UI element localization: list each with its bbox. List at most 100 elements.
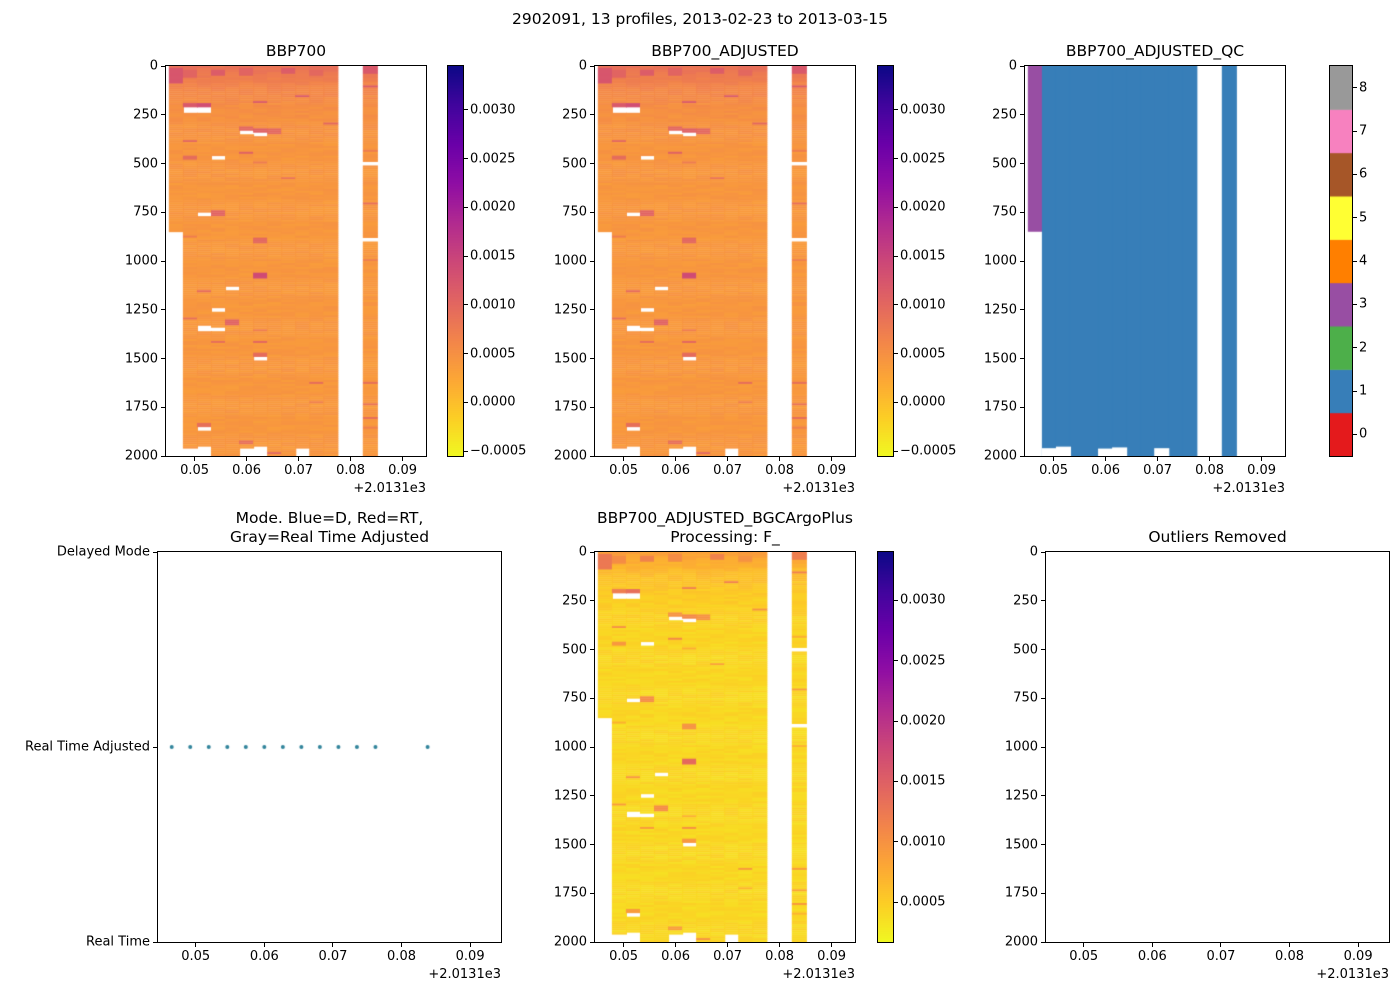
colorbar-tick-mark xyxy=(464,353,468,355)
y-tick-mark xyxy=(1020,455,1024,457)
bbp700-adjusted-plot-canvas xyxy=(595,66,855,456)
y-tick-mark xyxy=(161,358,165,359)
x-tick-mark xyxy=(469,943,471,947)
x-offset-label: +2.0131e3 xyxy=(782,967,855,982)
subplot-bbp700-adjusted-bgcargoplus: BBP700_ADJUSTED_BGCArgoPlus Processing: F… xyxy=(554,509,856,982)
y-tick-mark xyxy=(161,406,165,408)
colorbar-tick-label: 0.0010 xyxy=(900,297,946,313)
x-tick-mark xyxy=(623,943,625,947)
x-tick-label: 0.09 xyxy=(817,463,847,478)
x-tick-label: 0.05 xyxy=(1069,949,1099,964)
y-tick-label: 1250 xyxy=(1004,788,1038,804)
colorbar-tick-label: 0.0020 xyxy=(470,199,516,215)
y-tick-mark xyxy=(1020,65,1024,67)
y-tick-mark xyxy=(153,551,157,553)
x-tick-mark xyxy=(1220,943,1222,947)
y-tick-label: 500 xyxy=(562,156,587,171)
x-tick-mark xyxy=(727,943,729,947)
x-tick-mark xyxy=(779,457,781,461)
y-tick-mark xyxy=(1041,649,1045,650)
y-tick-label: 1750 xyxy=(124,399,158,415)
y-tick-label: 2000 xyxy=(124,448,158,464)
y-tick-mark xyxy=(1041,600,1045,602)
x-tick-mark xyxy=(246,457,248,461)
y-tick-mark xyxy=(590,941,594,943)
colorbar-tick-mark xyxy=(894,158,898,160)
x-tick-mark xyxy=(350,457,352,461)
y-tick-mark xyxy=(161,309,165,311)
bbp700-adjusted-bgcargoplus-plot-canvas xyxy=(595,552,855,942)
x-tick-mark xyxy=(1261,457,1263,461)
y-tick-mark xyxy=(161,163,165,164)
colorbar-tick-label: 0.0015 xyxy=(470,248,516,264)
x-tick-mark xyxy=(727,457,729,461)
x-offset-label: +2.0131e3 xyxy=(1316,967,1389,982)
y-tick-mark xyxy=(1041,551,1045,553)
y-tick-label: 1000 xyxy=(124,253,158,269)
y-tick-mark xyxy=(1020,114,1024,116)
x-tick-label: 0.07 xyxy=(284,463,314,478)
colorbar-tick-label: 4 xyxy=(1359,253,1368,269)
y-tick-label: 1500 xyxy=(553,351,587,366)
y-category-label: Real Time xyxy=(86,934,150,950)
colorbar-tick-mark xyxy=(1353,303,1357,305)
colorbar-tick-mark xyxy=(1353,433,1357,435)
colorbar-tick-label: 0.0025 xyxy=(900,653,946,669)
colorbar-tick-mark xyxy=(894,599,898,601)
x-tick-label: 0.05 xyxy=(609,949,639,964)
y-tick-label: 250 xyxy=(992,107,1017,123)
bbp700-adjusted-colorbar: 0.0030 0.0025 0.0020 0.0015 0.0010 0.0005 0.00… xyxy=(877,65,956,459)
y-tick-mark xyxy=(161,211,165,213)
y-tick-label: 0 xyxy=(149,58,158,74)
x-tick-label: 0.08 xyxy=(765,949,795,964)
y-tick-mark xyxy=(590,309,594,311)
colorbar-tick-mark xyxy=(1353,217,1357,219)
y-tick-label: 1750 xyxy=(553,399,587,415)
y-tick-label: 250 xyxy=(1013,593,1038,609)
y-tick-label: 500 xyxy=(562,642,587,657)
y-tick-label: 1500 xyxy=(1004,837,1038,852)
colorbar-tick-mark xyxy=(1353,130,1357,132)
x-tick-mark xyxy=(675,457,677,461)
x-tick-label: 0.06 xyxy=(661,949,691,964)
y-tick-label: 1000 xyxy=(983,253,1017,269)
x-tick-label: 0.09 xyxy=(388,463,418,478)
y-tick-label: 250 xyxy=(133,107,158,123)
y-tick-mark xyxy=(1041,892,1045,894)
y-tick-label: 2000 xyxy=(1004,934,1038,950)
x-tick-mark xyxy=(1157,457,1159,461)
x-tick-label: 0.05 xyxy=(181,949,211,964)
y-tick-mark xyxy=(590,65,594,67)
colorbar-tick-mark xyxy=(894,901,898,903)
y-tick-label: 500 xyxy=(992,156,1017,171)
y-tick-mark xyxy=(1020,309,1024,311)
y-tick-label: 750 xyxy=(992,204,1017,220)
x-tick-label: 0.05 xyxy=(609,463,639,478)
y-tick-label: 0 xyxy=(1029,544,1038,560)
y-tick-label: 1500 xyxy=(553,837,587,852)
y-tick-label: 1750 xyxy=(983,399,1017,415)
x-tick-mark xyxy=(831,943,833,947)
x-offset-label: +2.0131e3 xyxy=(428,967,501,982)
y-tick-label: 1500 xyxy=(983,351,1017,366)
y-tick-mark xyxy=(153,746,157,748)
x-tick-mark xyxy=(1289,943,1291,947)
y-category-label: Delayed Mode xyxy=(56,544,150,560)
bbp700-adjusted-colorbar-canvas xyxy=(878,66,893,456)
colorbar-tick-label: 1 xyxy=(1359,383,1368,399)
colorbar-tick-mark xyxy=(894,255,898,257)
colorbar-tick-label: −0.0005 xyxy=(900,443,957,459)
x-tick-mark xyxy=(831,457,833,461)
y-tick-mark xyxy=(1020,406,1024,408)
y-tick-mark xyxy=(1041,697,1045,699)
y-tick-mark xyxy=(1020,163,1024,164)
y-tick-label: 0 xyxy=(578,544,587,560)
x-tick-label: 0.09 xyxy=(1247,463,1277,478)
y-tick-label: 1250 xyxy=(124,302,158,318)
y-category-label: Real Time Adjusted xyxy=(25,739,150,755)
y-tick-label: 2000 xyxy=(983,448,1017,464)
y-tick-label: 2000 xyxy=(553,448,587,464)
colorbar-tick-label: 7 xyxy=(1359,123,1368,139)
bbp700-adjusted-qc-colorbar: 8 7 6 5 4 3 2 1 0 xyxy=(1329,65,1367,457)
